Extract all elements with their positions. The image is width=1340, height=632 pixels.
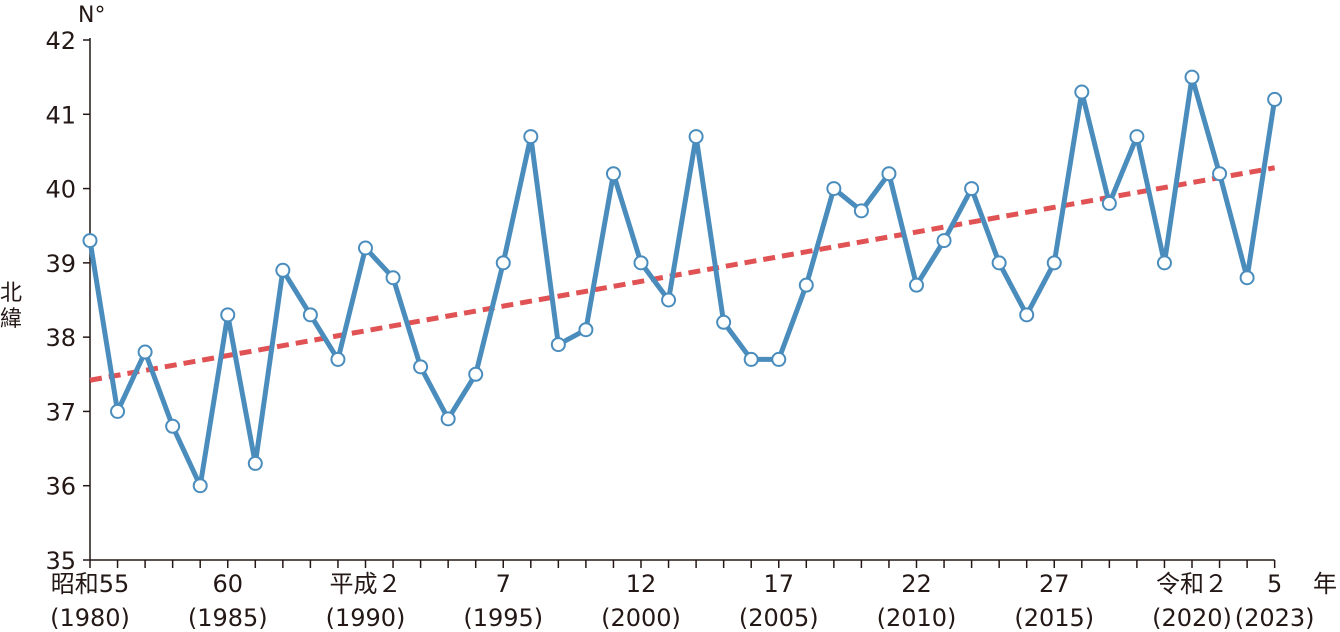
data-point [302,307,318,323]
y-tick-label: 39 [45,250,76,278]
x-tick-label-era: 令和２ [1156,570,1228,598]
y-axis-title: 北緯 [0,281,22,332]
data-point [220,307,236,323]
x-tick-label-year: (1995) [463,604,543,632]
data-point [605,166,621,182]
data-point [1129,129,1145,145]
axes: 35 36 37 38 39 40 41 42 昭和55 (1980) 60 (1985) 平成２ (19… [45,27,1314,632]
data-point [523,129,539,145]
x-tick-label-era: 平成２ [330,570,402,598]
y-tick-label: 40 [45,176,76,204]
x-tick-label-era: 22 [901,570,932,598]
data-point [440,411,456,427]
data-point [881,166,897,182]
data-point [468,366,484,382]
latitude-series-line [87,74,1278,489]
data-point [1239,270,1255,286]
y-tick-label: 35 [45,547,76,575]
data-point [137,344,153,360]
data-point [991,255,1007,271]
data-point [413,359,429,375]
x-tick-label-year: (1980) [50,604,130,632]
x-tick-label-era: 12 [626,570,657,598]
data-point [661,292,677,308]
data-point [358,240,373,256]
x-tick-label-era: 17 [763,570,794,598]
x-tick-label-year: (2023) [1235,604,1315,632]
y-tick-label: 41 [45,101,76,129]
y-tick-label: 37 [45,398,76,426]
x-tick-label-year: (2010) [877,604,957,632]
data-point [1212,166,1228,182]
data-point [247,455,263,471]
data-point [798,277,814,293]
data-point [909,277,924,293]
data-point [1019,307,1035,323]
x-tick-label-era: 7 [496,570,511,598]
data-point [1156,255,1172,271]
data-point [1046,255,1062,271]
data-point [192,478,208,494]
data-point [716,314,732,330]
x-tick-label-era: 60 [212,570,243,598]
x-tick-label-era: 昭和55 [51,570,130,598]
x-tick-label-era: 27 [1039,570,1070,598]
data-point [165,418,181,434]
data-point [110,403,126,419]
data-point [633,255,649,271]
trend-line [89,165,1276,383]
data-point [385,270,401,286]
data-point [82,233,98,249]
data-point [771,351,787,367]
data-point [688,129,704,145]
plot-area [82,69,1283,494]
x-tick-label-era: 5 [1267,570,1282,598]
y-tick-label: 42 [45,27,76,55]
x-unit-label: 年 [1313,570,1337,598]
data-point [826,181,842,197]
data-point [964,181,980,197]
x-tick-label-year: (2020) [1152,604,1232,632]
data-point [1267,91,1283,107]
data-point [330,351,346,367]
y-tick-label: 36 [45,473,76,501]
data-point [936,233,952,249]
data-point [495,255,511,271]
y-tick-label: 38 [45,324,76,352]
x-tick-label-year: (2005) [739,604,819,632]
x-tick-label-year: (1985) [188,604,268,632]
x-tick-label-year: (1990) [326,604,406,632]
x-tick-label-year: (2000) [601,604,681,632]
x-tick-label-year: (2015) [1014,604,1094,632]
data-point [578,322,594,338]
y-unit-label: N° [78,3,105,28]
data-point [275,262,291,278]
data-point [743,351,759,367]
data-point [1101,195,1117,211]
data-point [550,337,566,353]
data-point [1074,84,1090,100]
data-point [853,203,869,219]
data-point [1184,69,1200,85]
